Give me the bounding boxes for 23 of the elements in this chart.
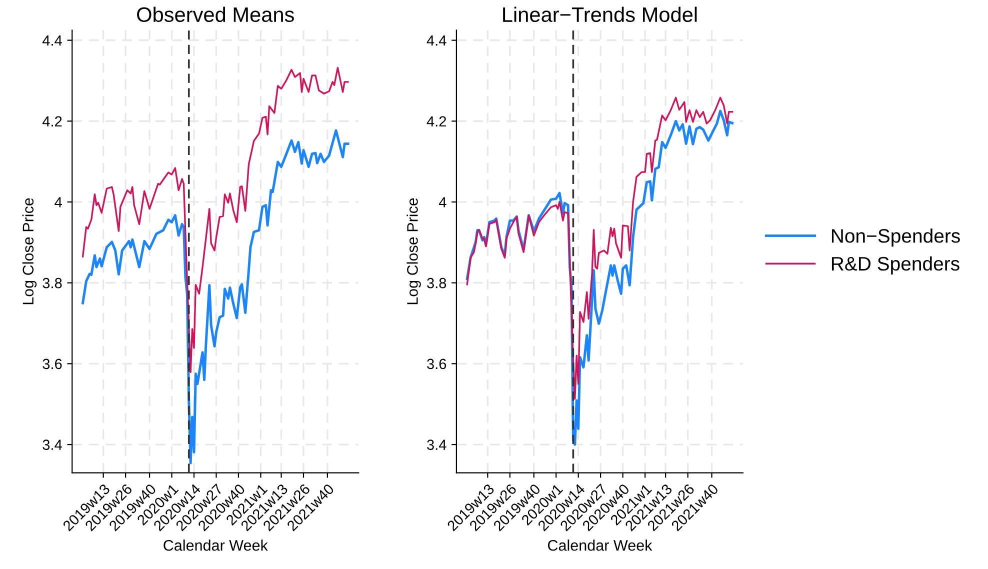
y-tick-label: 3.6 xyxy=(42,358,62,370)
chart-title: Linear−Trends Model xyxy=(503,6,697,22)
y-tick-label: 3.4 xyxy=(42,440,62,450)
y-axis-title: Log Close Price xyxy=(22,198,37,304)
chart-title: Observed Means xyxy=(137,6,294,22)
y-tick-label: 3.8 xyxy=(427,278,446,288)
legend-label: R&D Spenders xyxy=(832,256,960,274)
line-series xyxy=(466,96,734,400)
y-tick-label: 4.2 xyxy=(42,116,62,126)
x-axis-title: Calendar Week xyxy=(548,540,652,551)
y-tick-label: 3.8 xyxy=(42,278,62,288)
y-tick-label: 3.4 xyxy=(427,440,446,450)
y-tick-label: 4 xyxy=(54,197,62,208)
y-tick-label: 4.4 xyxy=(426,36,446,46)
legend-label: Non−Spenders xyxy=(832,228,960,247)
line-series xyxy=(82,129,350,464)
y-axis-title: Log Close Price xyxy=(406,198,421,304)
y-tick-label: 4.2 xyxy=(426,116,446,126)
x-axis-title: Calendar Week xyxy=(164,540,268,551)
y-tick-label: 3.6 xyxy=(427,358,446,370)
y-tick-label: 4.4 xyxy=(42,36,62,46)
y-tick-label: 4 xyxy=(438,197,446,208)
line-series xyxy=(82,66,349,374)
